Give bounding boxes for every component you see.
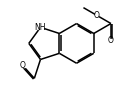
Text: O: O bbox=[93, 11, 99, 20]
Bar bbox=[95, 14, 98, 16]
Bar bbox=[109, 39, 113, 42]
Bar bbox=[21, 64, 25, 67]
Text: NH: NH bbox=[35, 23, 46, 32]
Text: O: O bbox=[108, 36, 114, 45]
Text: O: O bbox=[20, 61, 26, 70]
Bar bbox=[38, 26, 43, 29]
